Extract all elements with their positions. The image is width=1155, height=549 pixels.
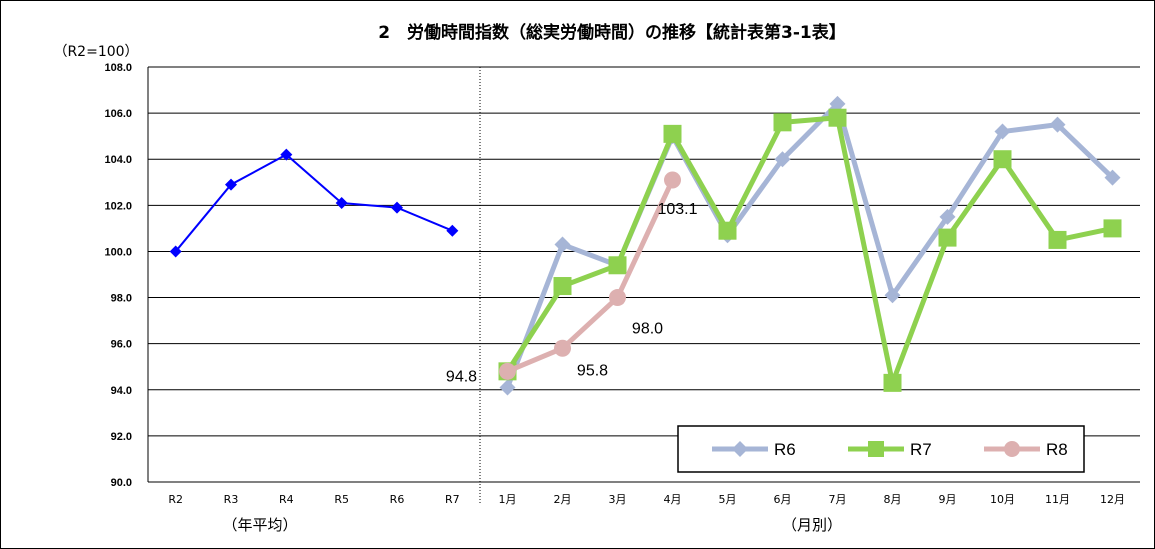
y-tick-label: 100.0 bbox=[104, 246, 132, 258]
x-tick-label-monthly: 2月 bbox=[554, 493, 572, 506]
series-r6-point bbox=[499, 379, 516, 396]
x-tick-label-monthly: 9月 bbox=[939, 493, 957, 506]
chart-title: 2 労働時間指数（総実労働時間）の推移【統計表第3-1表】 bbox=[378, 22, 846, 43]
annual-group-label: （年平均） bbox=[222, 516, 297, 534]
annual-point bbox=[280, 148, 293, 161]
series-r7-point bbox=[828, 108, 847, 127]
annual-average-line bbox=[174, 153, 453, 253]
legend-label-r6: R6 bbox=[774, 440, 796, 459]
series-r7-point bbox=[938, 228, 957, 247]
annual-point bbox=[335, 197, 348, 210]
y-tick-label: 96.0 bbox=[111, 339, 132, 351]
x-tick-label-monthly: 6月 bbox=[774, 493, 792, 506]
axes: 90.0 92.0 94.0 96.0 98.0 100.0 102.0 104.0 106.0… bbox=[104, 62, 1140, 506]
x-tick-label-monthly: 3月 bbox=[609, 493, 627, 506]
x-tick-label-annual: R6 bbox=[390, 493, 405, 506]
series-r6-point bbox=[884, 287, 901, 304]
series-r8-line bbox=[506, 178, 675, 374]
annual-point bbox=[225, 178, 237, 191]
x-tick-label-monthly: 1月 bbox=[499, 493, 517, 506]
x-tick-label-annual: R5 bbox=[334, 493, 349, 506]
series-r8-point bbox=[554, 339, 571, 357]
legend-marker-r8 bbox=[1004, 441, 1020, 457]
series-r7-line bbox=[505, 115, 1114, 386]
data-label: 98.0 bbox=[632, 321, 663, 338]
legend-label-r7: R7 bbox=[910, 440, 932, 459]
monthly-group-label: （月別） bbox=[782, 516, 842, 534]
series-r6-point bbox=[829, 95, 846, 112]
y-tick-label: 102.0 bbox=[104, 200, 132, 212]
series-r7-point bbox=[1103, 219, 1122, 238]
series-r6-point bbox=[554, 236, 571, 253]
data-label: 95.8 bbox=[577, 362, 608, 379]
legend-marker-r7 bbox=[868, 441, 884, 457]
series-r7-point bbox=[608, 256, 627, 275]
y-tick-label: 92.0 bbox=[111, 431, 132, 443]
series-r7-point bbox=[993, 150, 1012, 169]
x-tick-label-monthly: 7月 bbox=[829, 493, 847, 506]
x-tick-label-monthly: 11月 bbox=[1045, 493, 1070, 506]
series-r6-point bbox=[1049, 116, 1066, 133]
y-tick-label: 104.0 bbox=[104, 154, 132, 166]
series-r8-point bbox=[664, 171, 681, 189]
annual-point bbox=[391, 201, 403, 214]
x-tick-label-monthly: 4月 bbox=[664, 493, 682, 506]
y-tick-label: 90.0 bbox=[111, 477, 132, 489]
y-tick-label: 108.0 bbox=[104, 62, 132, 74]
x-tick-label-annual: R7 bbox=[445, 493, 460, 506]
series-r7-point bbox=[773, 113, 792, 132]
legend: R6 R7 R8 bbox=[677, 425, 1085, 473]
x-tick-label-monthly: 8月 bbox=[884, 493, 902, 506]
data-labels: 94.8 95.8 98.0 103.1 bbox=[446, 201, 698, 385]
x-tick-label-annual: R2 bbox=[168, 493, 183, 506]
x-tick-label-annual: R3 bbox=[224, 493, 239, 506]
series-r7-point bbox=[883, 373, 902, 392]
series-r6-line bbox=[505, 101, 1115, 389]
series-r7-point bbox=[718, 221, 737, 240]
x-tick-label-monthly: 5月 bbox=[719, 493, 737, 506]
annual-point bbox=[169, 245, 182, 258]
series-r8-point bbox=[499, 362, 516, 380]
legend-marker-r6 bbox=[732, 441, 748, 457]
x-tick-label-monthly: 12月 bbox=[1100, 493, 1125, 506]
y-tick-label: 98.0 bbox=[111, 293, 132, 305]
legend-label-r8: R8 bbox=[1046, 440, 1068, 459]
series bbox=[169, 95, 1122, 396]
series-r8-point bbox=[609, 289, 626, 307]
series-r6-point bbox=[994, 123, 1011, 140]
series-r6-point bbox=[1104, 169, 1121, 186]
data-label: 94.8 bbox=[446, 368, 477, 385]
y-tick-label: 94.0 bbox=[111, 385, 132, 397]
y-tick-label: 106.0 bbox=[104, 108, 132, 120]
x-tick-label-annual: R4 bbox=[279, 493, 294, 506]
y-axis-unit-label: （R2=100） bbox=[53, 44, 138, 60]
data-label: 103.1 bbox=[657, 201, 697, 218]
series-r7-point bbox=[1048, 230, 1067, 249]
annual-point bbox=[446, 224, 459, 237]
series-r7-point bbox=[663, 124, 682, 143]
series-r7-point bbox=[553, 277, 572, 296]
series-r6-point bbox=[774, 151, 791, 168]
x-tick-label-monthly: 10月 bbox=[990, 493, 1015, 506]
series-r6-point bbox=[939, 208, 956, 225]
